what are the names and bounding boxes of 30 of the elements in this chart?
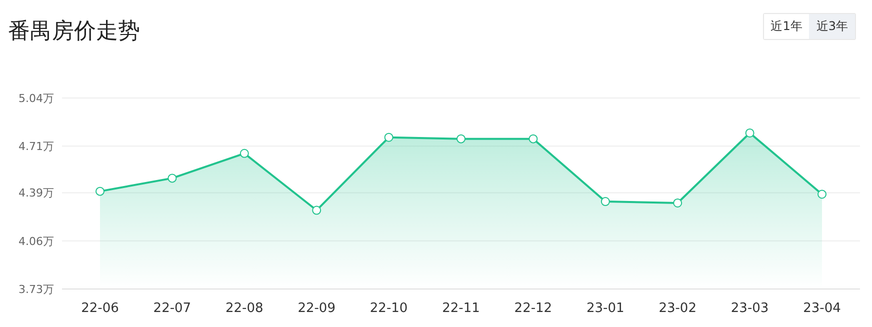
y-tick-label: 5.04万 <box>18 92 54 105</box>
x-tick-label: 23-01 <box>586 301 624 316</box>
x-tick-label: 22-07 <box>153 301 192 316</box>
x-tick-label: 22-10 <box>370 301 408 316</box>
point <box>528 134 538 144</box>
x-tick-label: 22-06 <box>81 301 119 316</box>
toggle-button: 近3年 <box>809 14 855 39</box>
x-tick-label: 23-03 <box>730 301 769 316</box>
point <box>600 197 610 206</box>
y-tick-label: 4.71万 <box>18 140 54 154</box>
x-tick-label: 22-12 <box>514 301 552 316</box>
point <box>818 190 826 199</box>
point <box>745 128 754 138</box>
point <box>456 134 466 144</box>
x-tick-label: 22-08 <box>226 301 264 316</box>
x-tick-label: 22-09 <box>298 301 336 316</box>
point <box>96 186 104 196</box>
point <box>168 174 177 183</box>
toggle-button: 近1年 <box>764 14 810 39</box>
y-tick-label: 3.73万 <box>18 282 54 296</box>
point <box>240 148 249 158</box>
point <box>673 198 682 208</box>
x-tick-label: 23-02 <box>658 301 696 316</box>
chart-title: 番禺房价走势 <box>8 18 140 46</box>
x-tick-label: 23-04 <box>803 301 841 316</box>
y-tick-label: 4.06万 <box>18 234 54 248</box>
x-tick-label: 22-11 <box>442 301 480 316</box>
y-tick-label: 4.39万 <box>18 186 54 200</box>
point <box>312 206 322 215</box>
point <box>384 132 394 142</box>
